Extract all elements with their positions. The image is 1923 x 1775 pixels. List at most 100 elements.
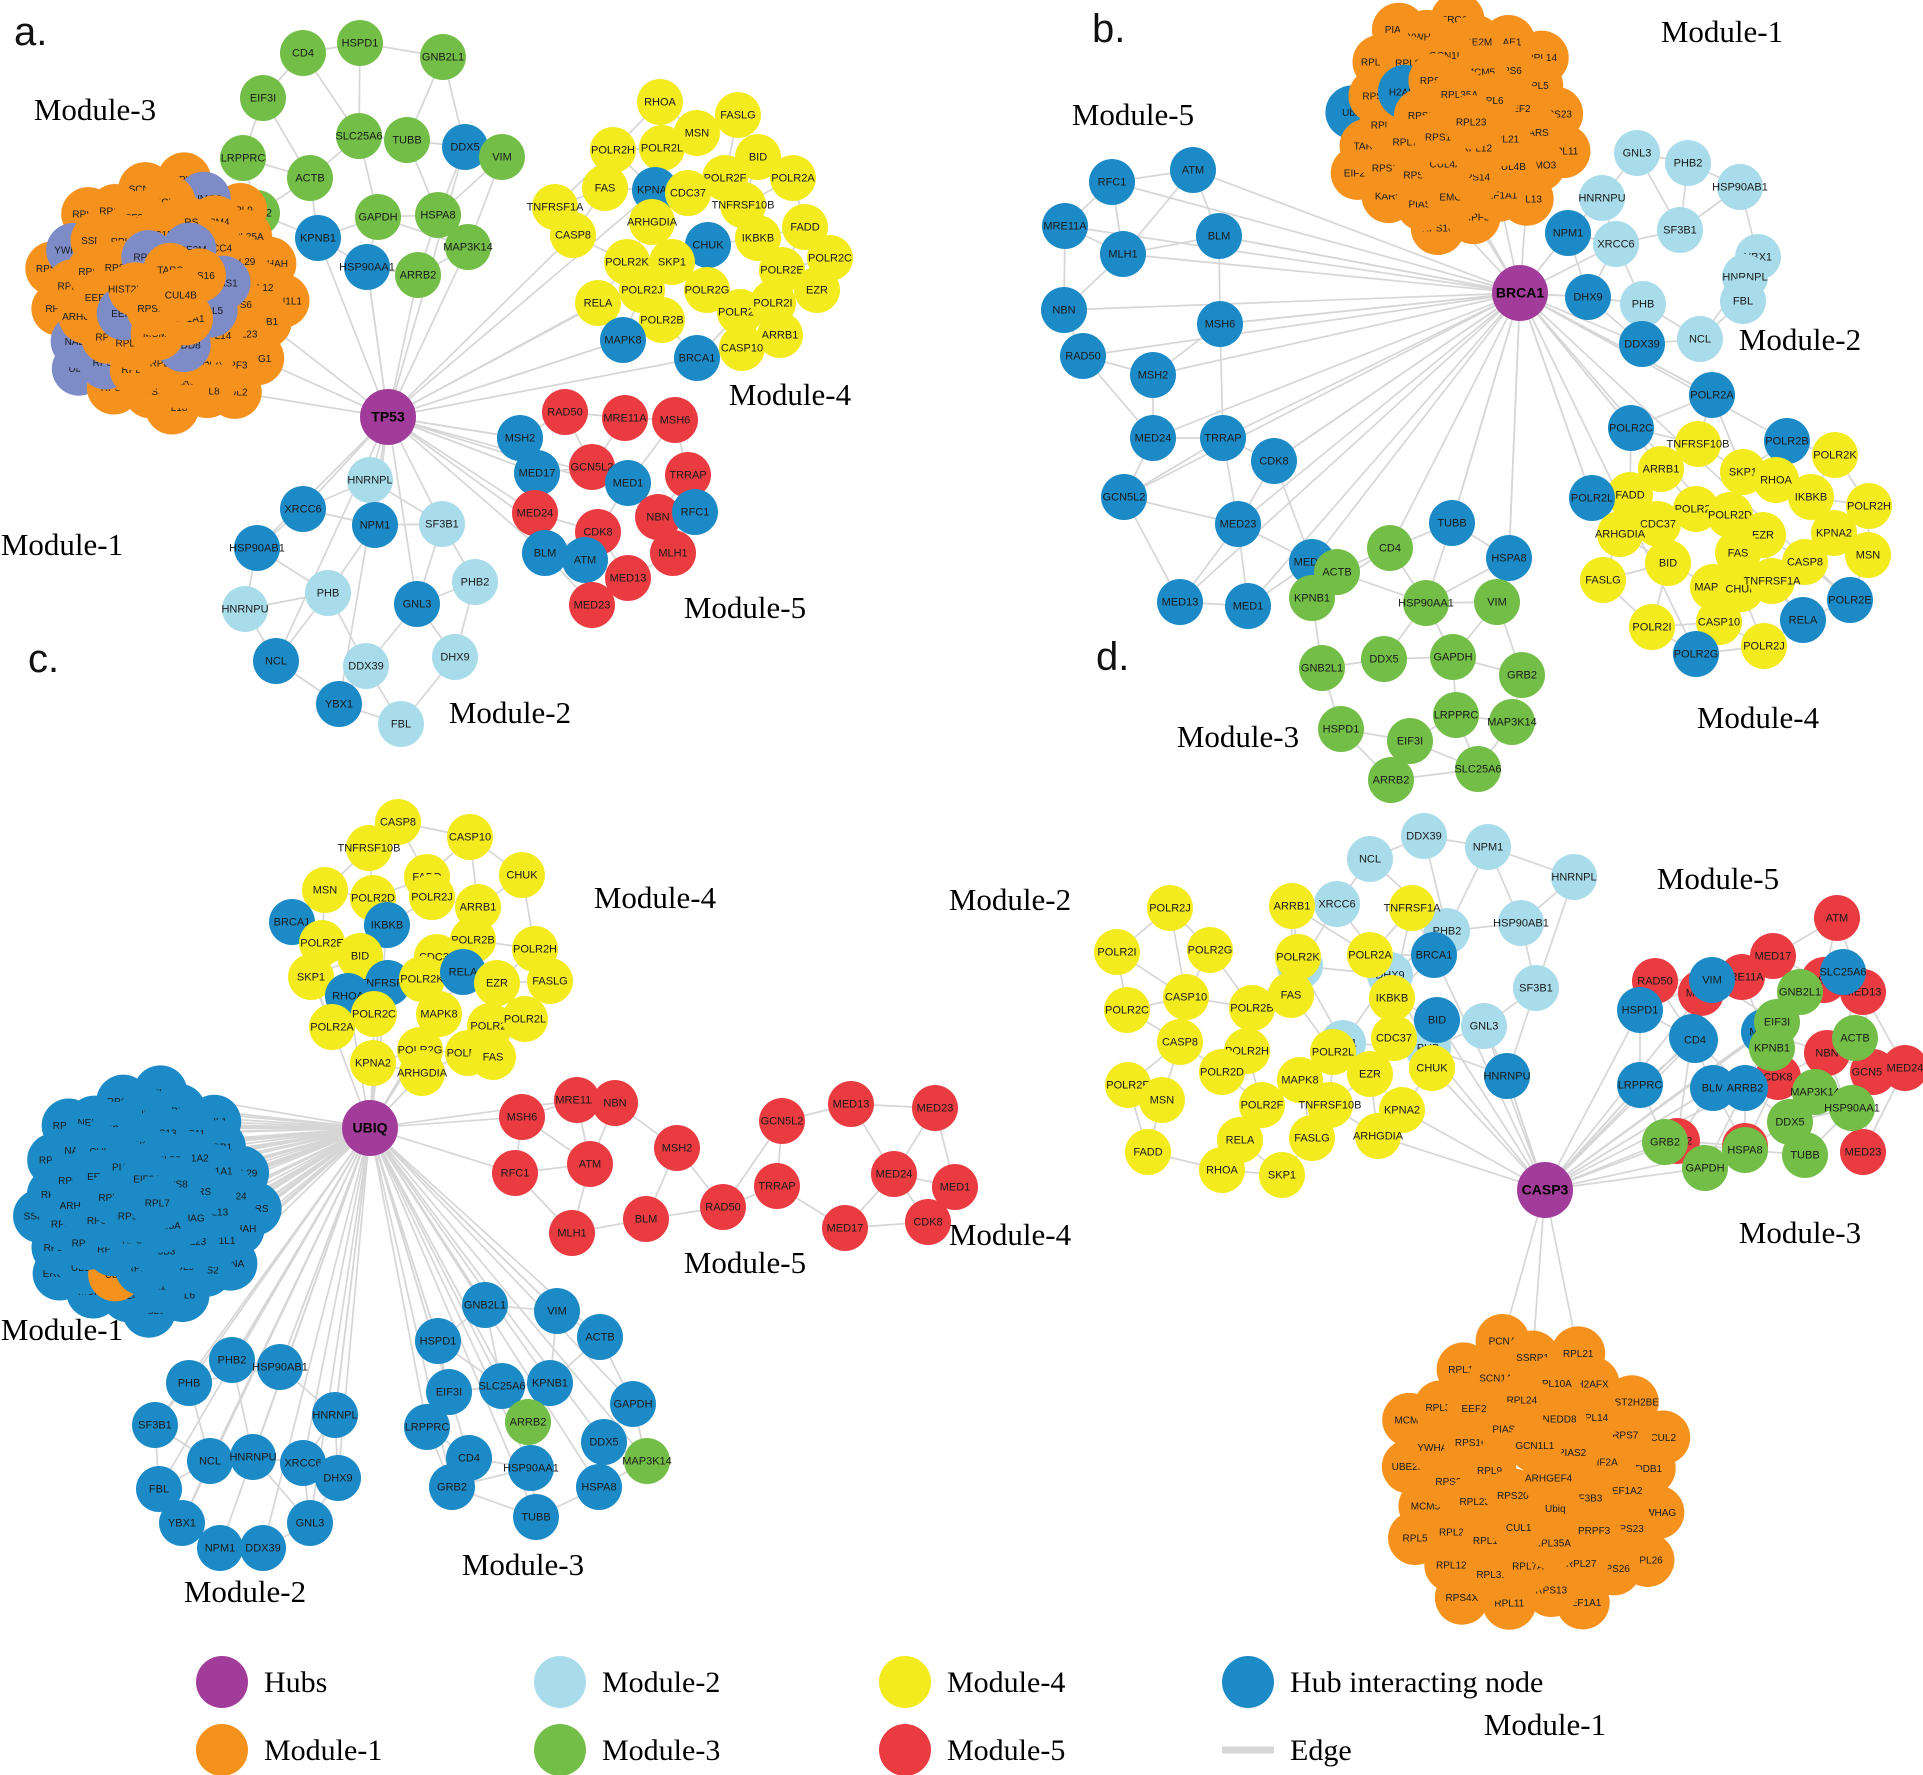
module-5-cluster: MSH6 MRE11A NBN MSH2 RFC1 ATM RAD50 BLM MLH1 GCN5… <box>492 1077 978 1256</box>
node-circle <box>1170 147 1216 193</box>
node-label: RPL14 <box>1578 1413 1609 1424</box>
node-circle <box>442 124 488 170</box>
node-circle <box>1569 475 1615 521</box>
node-label: BLM <box>1208 231 1231 243</box>
edge <box>369 1127 558 1312</box>
node-CDK8: CDK8 <box>905 1199 951 1245</box>
node-label: H2AFX <box>1389 87 1422 98</box>
node-circle <box>759 1098 805 1144</box>
node-label: RPL30 <box>1371 120 1402 131</box>
legend-item-hub-interacting-node: Hub interacting node <box>1222 1656 1543 1708</box>
node-ATM: ATM <box>562 537 608 583</box>
node-label: RHOA <box>644 97 676 109</box>
node-label: CHUK <box>506 870 538 882</box>
node-label: TNFRSF1A <box>1384 903 1442 915</box>
node-label: HSPD1 <box>1323 724 1360 736</box>
node-circle <box>649 239 695 285</box>
node-label: DDX39 <box>348 661 383 673</box>
node-ARHGDIA: ARHGDIA <box>1595 511 1646 557</box>
node-circle <box>1465 824 1511 870</box>
node-label: POLR2K <box>1276 952 1320 964</box>
node-circle <box>719 325 765 371</box>
node-label: NCL <box>199 1456 221 1468</box>
module-title: Module-4 <box>1697 700 1820 735</box>
node-circle <box>166 1360 212 1406</box>
node-circle <box>1722 1065 1768 1111</box>
node-label: MED17 <box>519 468 556 480</box>
node-PHB: PHB <box>166 1360 212 1406</box>
node-label: DDX5 <box>1369 654 1398 666</box>
node-label: RPS2 <box>1435 1477 1462 1488</box>
node-label: PCNA <box>1489 1336 1517 1347</box>
node-circle <box>1677 316 1723 362</box>
node-circle <box>794 267 840 313</box>
node-circle <box>828 1081 874 1127</box>
node-circle <box>567 1141 613 1187</box>
node-MSH2: MSH2 <box>654 1125 700 1171</box>
node-circle <box>404 1404 450 1450</box>
node-CASP8: CASP8 <box>550 212 596 258</box>
node-circle <box>1200 415 1246 461</box>
hub-circle <box>1517 1162 1573 1218</box>
node-circle <box>1299 645 1345 691</box>
edge <box>387 189 656 418</box>
node-circle <box>1812 432 1858 478</box>
legend-label: Edge <box>1290 1734 1352 1767</box>
node-SKP1: SKP1 <box>1259 1152 1305 1198</box>
node-MSH2: MSH2 <box>497 415 543 461</box>
node-circle <box>1429 500 1475 546</box>
node-label: RPL7A <box>1393 138 1425 149</box>
node-circle <box>1433 692 1479 738</box>
node-FASLG: FASLG <box>715 92 761 138</box>
node-NCL: NCL <box>1677 316 1723 362</box>
node-FAS: FAS <box>1715 530 1761 576</box>
node-KPNB1: KPNB1 <box>295 215 341 261</box>
node-label: POLR2D <box>1708 510 1752 522</box>
node-EIF3I: EIF3I <box>1387 718 1433 764</box>
node-label: SF3B1 <box>1519 983 1553 995</box>
edge <box>1111 181 1521 294</box>
node-circle <box>416 991 462 1037</box>
node-POLR2J: POLR2J <box>1741 623 1787 669</box>
edge <box>1519 292 1697 655</box>
node-MSH2: MSH2 <box>1130 352 1176 398</box>
node-label: MED13 <box>610 573 647 585</box>
node-circle <box>527 1360 573 1406</box>
node-SLC25A6: SLC25A6 <box>335 113 383 159</box>
node-label: GRB2 <box>437 1482 467 1494</box>
node-circle <box>629 199 675 245</box>
legend-swatch <box>879 1724 931 1775</box>
node-label: RPS20 <box>1497 1491 1529 1502</box>
node-label: RPL13 <box>1473 1536 1504 1547</box>
edge <box>369 1127 439 1342</box>
node-label: EZR <box>806 285 828 297</box>
node-circle <box>635 494 681 540</box>
edge <box>1179 292 1521 603</box>
node-circle <box>652 397 698 443</box>
node-label: RPS11 <box>78 267 109 278</box>
node-circle <box>1347 1051 1393 1097</box>
legend-label: Hubs <box>264 1666 327 1699</box>
node-RFC1: RFC1 <box>1089 159 1135 205</box>
node-CASP10: CASP10 <box>447 814 493 860</box>
node-circle <box>1673 631 1719 677</box>
node-label: RHOA <box>1760 475 1792 487</box>
node-RHOA: RHOA <box>1199 1147 1245 1193</box>
node-HNRNPL: HNRNPL <box>347 457 393 503</box>
node-KPNA2: KPNA2 <box>350 1040 396 1086</box>
node-MRE11A: MRE11A <box>554 1077 600 1123</box>
node-label: FAS <box>483 1052 504 1064</box>
node-label: RPL12 <box>1461 143 1492 154</box>
node-KPNB1: KPNB1 <box>527 1360 573 1406</box>
node-circle <box>355 194 401 240</box>
node-circle <box>1042 203 1088 249</box>
node-circle <box>222 586 268 632</box>
node-XRCC6: XRCC6 <box>280 1440 326 1486</box>
node-LRPPRC: LRPPRC <box>220 135 266 181</box>
node-label: DDX5 <box>450 142 479 154</box>
node-circle <box>415 1318 461 1364</box>
edge <box>1544 1087 1714 1191</box>
node-circle <box>735 134 781 180</box>
node-circle <box>684 267 730 313</box>
node-circle <box>384 117 430 163</box>
